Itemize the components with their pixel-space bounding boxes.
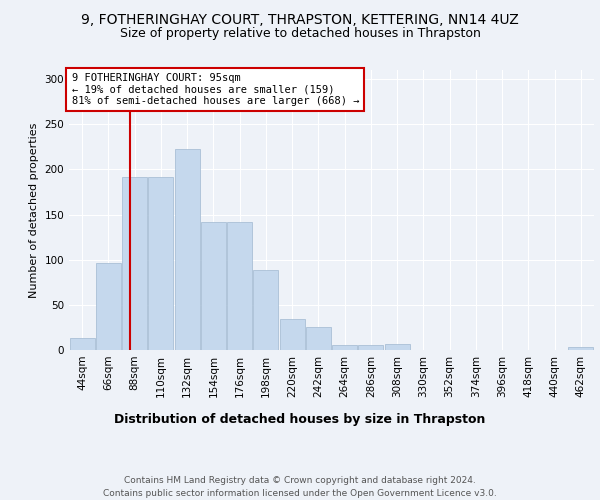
Bar — [280, 320, 305, 350]
Text: Contains HM Land Registry data © Crown copyright and database right 2024.
Contai: Contains HM Land Registry data © Crown c… — [103, 476, 497, 498]
Text: 9 FOTHERINGHAY COURT: 95sqm
← 19% of detached houses are smaller (159)
81% of se: 9 FOTHERINGHAY COURT: 95sqm ← 19% of det… — [71, 73, 359, 106]
Text: Distribution of detached houses by size in Thrapston: Distribution of detached houses by size … — [115, 412, 485, 426]
Bar — [227, 222, 252, 350]
Bar — [358, 346, 383, 350]
Bar — [306, 328, 331, 350]
Text: 9, FOTHERINGHAY COURT, THRAPSTON, KETTERING, NN14 4UZ: 9, FOTHERINGHAY COURT, THRAPSTON, KETTER… — [81, 12, 519, 26]
Bar — [253, 270, 278, 350]
Bar — [201, 222, 226, 350]
Text: Size of property relative to detached houses in Thrapston: Size of property relative to detached ho… — [119, 28, 481, 40]
Bar — [122, 178, 147, 350]
Bar — [332, 346, 357, 350]
Bar — [70, 338, 95, 350]
Bar — [568, 348, 593, 350]
Bar — [385, 344, 410, 350]
Bar — [175, 150, 200, 350]
Bar — [148, 178, 173, 350]
Y-axis label: Number of detached properties: Number of detached properties — [29, 122, 39, 298]
Bar — [96, 264, 121, 350]
